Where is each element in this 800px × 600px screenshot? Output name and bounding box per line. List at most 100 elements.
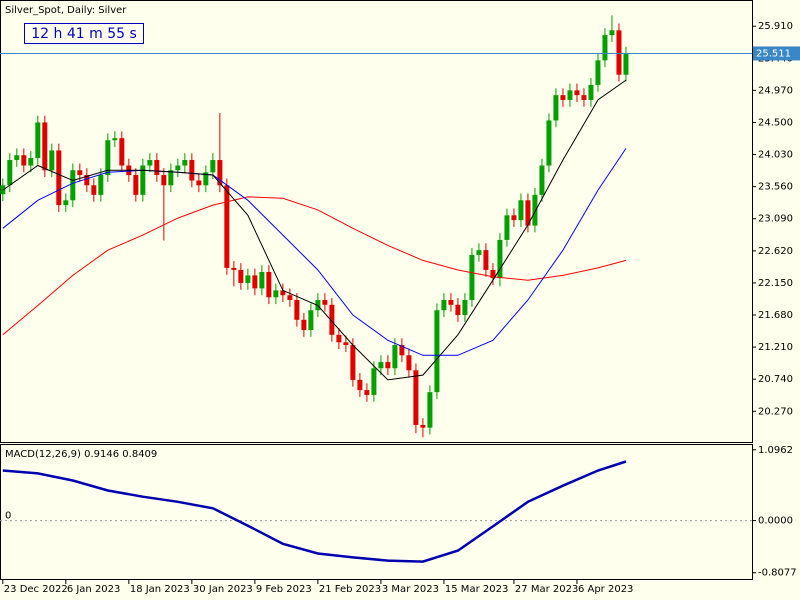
- candle-body: [427, 392, 433, 428]
- candle-body: [182, 160, 188, 166]
- zero-label: 0: [5, 511, 11, 522]
- candle-body: [217, 160, 223, 186]
- x-tick-label: 6 Jan 2023: [67, 584, 121, 595]
- candle-body: [553, 95, 559, 121]
- candle-body: [294, 299, 300, 320]
- indicator-line: [2, 79, 627, 381]
- candle-body: [147, 160, 153, 166]
- timer-box: [24, 23, 144, 44]
- candle-body: [322, 299, 328, 305]
- candle-body: [441, 299, 447, 311]
- candle-body: [14, 155, 20, 161]
- candle-body: [21, 155, 27, 166]
- candle-body: [392, 345, 398, 369]
- candle-body: [399, 345, 405, 356]
- candle-body: [70, 170, 76, 201]
- current-price-label: 25.511: [756, 48, 791, 59]
- candle-body: [133, 175, 139, 195]
- candle-body: [308, 310, 314, 331]
- candle-body: [266, 271, 272, 298]
- candle-body: [301, 319, 307, 331]
- y-tick-label: 24.030: [758, 150, 793, 161]
- candle-body: [259, 271, 265, 289]
- candle-body: [511, 215, 517, 221]
- y-tick-label: 21.680: [758, 310, 793, 321]
- candle-body: [518, 200, 524, 221]
- candle-body: [574, 90, 580, 96]
- indicator-line: [2, 196, 627, 336]
- candle-body: [420, 424, 426, 428]
- candle-body: [588, 84, 594, 100]
- macd-title: MACD(12,26,9) 0.9146 0.8409: [5, 449, 157, 460]
- y-tick-label: 22.150: [758, 278, 793, 289]
- candle-body: [210, 160, 216, 173]
- candle-body: [168, 170, 174, 186]
- candle-body: [196, 180, 202, 186]
- y-tick-label: 24.970: [758, 85, 793, 96]
- candle-body: [434, 310, 440, 393]
- candle-body: [91, 185, 97, 195]
- candle-body: [455, 304, 461, 316]
- candle-body: [581, 95, 587, 100]
- x-tick-label: 23 Dec 2022: [4, 584, 68, 595]
- candle-body: [252, 275, 258, 289]
- candle-body: [378, 362, 384, 369]
- candle-body: [525, 200, 531, 226]
- plot-layer: [0, 15, 752, 563]
- chart-title: Silver_Spot, Daily: Silver: [5, 5, 127, 16]
- candle-body: [560, 95, 566, 100]
- candle-body: [245, 275, 251, 283]
- candle-body: [567, 90, 573, 100]
- candle-body: [42, 122, 48, 171]
- y-tick-label: 1.0962: [758, 445, 793, 456]
- candle-body: [413, 370, 419, 425]
- candle-body: [49, 150, 55, 171]
- candle-body: [483, 250, 489, 270]
- candle-body: [84, 175, 90, 186]
- candle-body: [112, 138, 118, 141]
- candle-body: [616, 30, 622, 75]
- candle-body: [546, 120, 552, 166]
- candle-body: [175, 165, 181, 171]
- y-tick-label: 20.740: [758, 374, 793, 385]
- candle-body: [28, 157, 34, 166]
- candle-body: [287, 295, 293, 300]
- y-tick-label: 24.500: [758, 117, 793, 128]
- candle-body: [406, 355, 412, 371]
- candle-body: [105, 140, 111, 176]
- candle-body: [364, 390, 370, 395]
- y-tick-label: 20.270: [758, 406, 793, 417]
- y-tick-label: 25.910: [758, 21, 793, 32]
- candle-body: [357, 379, 363, 391]
- current-price-box: [753, 46, 800, 61]
- candle-body: [490, 269, 496, 279]
- candle-body: [140, 165, 146, 195]
- x-tick-label: 21 Feb 2023: [319, 584, 381, 595]
- x-tick-label: 9 Feb 2023: [256, 584, 312, 595]
- timer: 12 h 41 m 55 s: [31, 26, 137, 42]
- x-tick-label: 18 Jan 2023: [130, 584, 190, 595]
- y-tick-label: 22.620: [758, 246, 793, 257]
- candle-body: [161, 175, 167, 186]
- candle-body: [35, 122, 41, 158]
- candle-body: [224, 185, 230, 268]
- candle-body: [504, 215, 510, 240]
- candle-body: [231, 267, 237, 270]
- candle-body: [595, 60, 601, 85]
- candle-body: [238, 269, 244, 283]
- indicator-line: [2, 148, 627, 356]
- candle-body: [350, 345, 356, 380]
- candle-body: [119, 138, 125, 166]
- candle-body: [602, 35, 608, 61]
- candle-body: [371, 368, 377, 395]
- candle-body: [476, 250, 482, 255]
- candle-body: [63, 200, 69, 206]
- main-panel: [0, 0, 753, 443]
- candle-body: [203, 172, 209, 186]
- candle-body: [343, 342, 349, 346]
- x-tick-label: 3 Mar 2023: [382, 584, 439, 595]
- candle-body: [7, 160, 13, 186]
- candle-body: [98, 175, 104, 195]
